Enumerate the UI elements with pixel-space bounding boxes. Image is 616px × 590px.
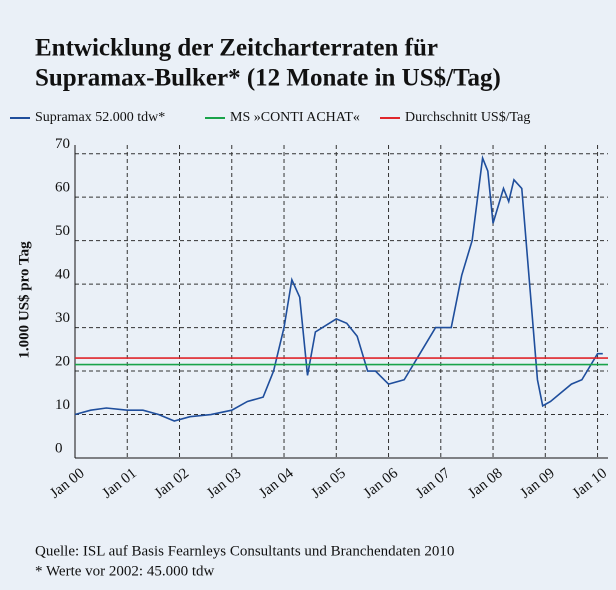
x-tick-label: Jan 08	[465, 465, 505, 501]
y-axis-label: 1.000 US$ pro Tag	[16, 241, 32, 359]
legend-label: MS »CONTI ACHAT«	[230, 110, 360, 125]
x-tick-label: Jan 05	[308, 465, 348, 501]
legend-label: Supramax 52.000 tdw*	[35, 110, 165, 125]
x-tick-label: Jan 09	[517, 465, 557, 501]
x-tick-label: Jan 07	[413, 465, 454, 502]
x-tick-label: Jan 04	[256, 465, 297, 502]
y-tick-label: 0	[55, 440, 63, 456]
legend-label: Durchschnitt US$/Tag	[405, 110, 530, 125]
note: * Werte vor 2002: 45.000 tdw	[35, 563, 214, 579]
x-tick-label: Jan 00	[47, 465, 87, 501]
x-tick-label: Jan 10	[570, 465, 610, 501]
chart-subtitle: Supramax-Bulker* (12 Monate in US$/Tag)	[35, 65, 501, 92]
source: Quelle: ISL auf Basis Fearnleys Consulta…	[35, 543, 454, 559]
x-tick-label: Jan 03	[204, 465, 244, 501]
y-tick-label: 50	[55, 223, 70, 239]
y-tick-label: 20	[55, 353, 70, 369]
y-tick-label: 60	[55, 180, 70, 196]
chart-title: Entwicklung der Zeitcharterraten für	[35, 35, 438, 62]
y-tick-label: 10	[55, 397, 70, 413]
y-tick-label: 30	[55, 310, 70, 326]
y-tick-label: 70	[55, 136, 70, 152]
line-series	[74, 154, 603, 422]
x-tick-label: Jan 06	[361, 465, 402, 502]
x-tick-label: Jan 01	[99, 465, 139, 501]
x-tick-label: Jan 02	[152, 465, 192, 501]
y-tick-label: 40	[55, 267, 70, 283]
